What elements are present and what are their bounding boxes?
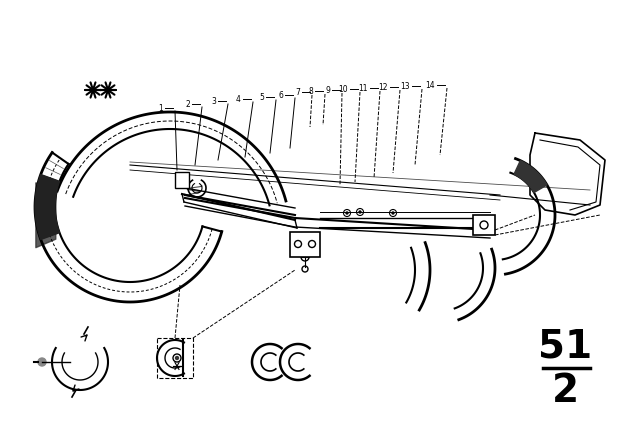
Text: 1: 1 <box>158 103 163 112</box>
Bar <box>290 232 320 257</box>
Bar <box>473 215 495 235</box>
Text: 11: 11 <box>358 83 368 92</box>
Polygon shape <box>514 161 547 193</box>
Polygon shape <box>35 175 60 240</box>
Text: 14: 14 <box>426 81 435 90</box>
Circle shape <box>346 212 348 214</box>
Text: 12: 12 <box>378 82 388 91</box>
Circle shape <box>392 212 394 214</box>
Text: 2: 2 <box>185 99 190 108</box>
Circle shape <box>175 357 179 359</box>
Text: 9: 9 <box>325 86 330 95</box>
Text: 6: 6 <box>278 90 283 99</box>
Text: 10: 10 <box>339 85 348 94</box>
Circle shape <box>38 358 46 366</box>
Text: 5: 5 <box>259 92 264 102</box>
Text: 51: 51 <box>538 327 592 365</box>
Text: 7: 7 <box>295 87 300 96</box>
Text: 3: 3 <box>211 96 216 105</box>
Text: 8: 8 <box>308 86 313 95</box>
Text: 4: 4 <box>236 95 241 103</box>
Text: 2: 2 <box>552 372 579 410</box>
Circle shape <box>359 211 361 213</box>
Bar <box>157 338 193 378</box>
Text: 13: 13 <box>401 82 410 90</box>
Bar <box>175 172 189 188</box>
